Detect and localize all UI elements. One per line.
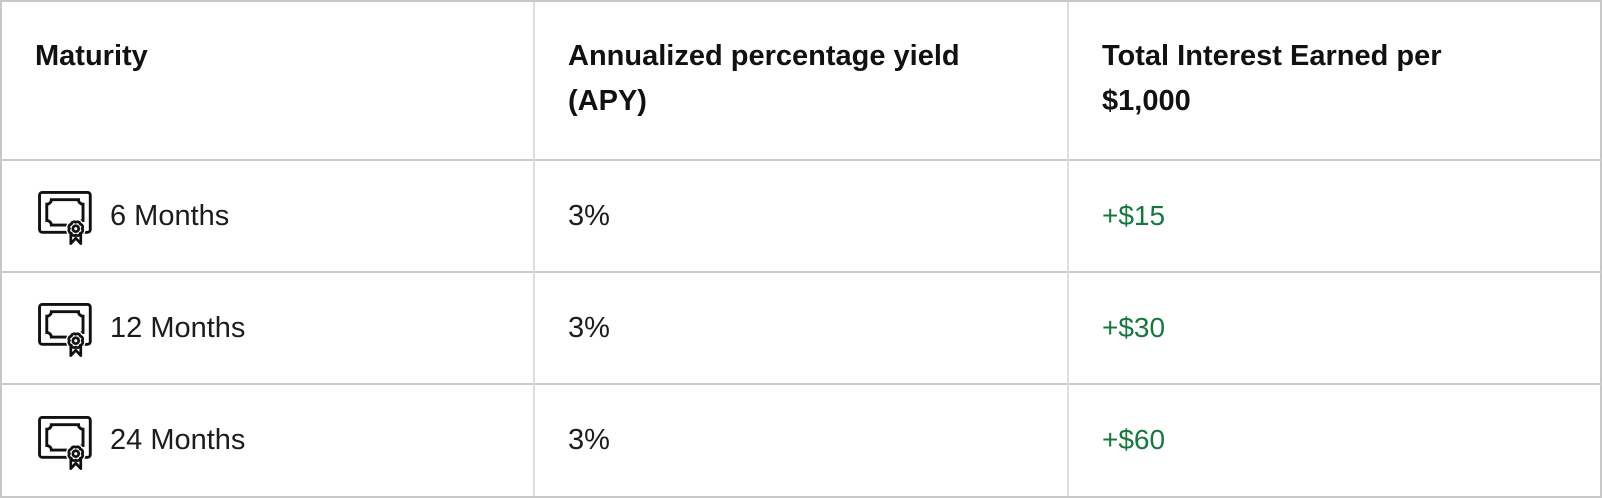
apy-value: 3%	[568, 424, 610, 456]
column-header-apy: Annualized percentage yield (APY)	[533, 2, 1068, 160]
certificate-icon	[38, 302, 92, 358]
interest-cell: +$15	[1067, 159, 1602, 272]
maturity-value: 12 Months	[110, 311, 246, 344]
apy-value: 3%	[568, 199, 610, 232]
certificate-icon	[38, 190, 92, 246]
column-header-maturity: Maturity	[2, 2, 534, 160]
interest-cell: +$60	[1067, 383, 1602, 496]
apy-cell: 3%	[533, 159, 1068, 272]
column-header-label: Annualized percentage yield (APY)	[568, 40, 960, 117]
maturity-cell: 24 Months	[2, 383, 534, 496]
table-row: 6 Months 3% +$15	[2, 159, 1602, 272]
column-header-total-interest: Total Interest Earned per $1,000	[1067, 2, 1602, 160]
apy-cell: 3%	[533, 383, 1068, 496]
column-header-label: Maturity	[35, 40, 148, 72]
maturity-cell: 6 Months	[2, 159, 534, 272]
table-row: 12 Months 3% +$30	[2, 271, 1602, 384]
interest-value: +$60	[1102, 424, 1166, 455]
interest-value: +$15	[1102, 199, 1166, 231]
table-row: 24 Months 3% +$60	[2, 383, 1602, 496]
column-header-label: Total Interest Earned per $1,000	[1102, 40, 1442, 117]
interest-value: +$30	[1102, 311, 1166, 343]
header-row: Maturity Annualized percentage yield (AP…	[2, 2, 1602, 160]
maturity-cell: 12 Months	[2, 271, 534, 384]
maturity-value: 24 Months	[110, 424, 246, 456]
apy-cell: 3%	[533, 271, 1068, 384]
certificate-icon	[38, 415, 92, 471]
interest-cell: +$30	[1067, 271, 1602, 384]
apy-value: 3%	[568, 311, 610, 344]
maturity-value: 6 Months	[110, 199, 230, 232]
